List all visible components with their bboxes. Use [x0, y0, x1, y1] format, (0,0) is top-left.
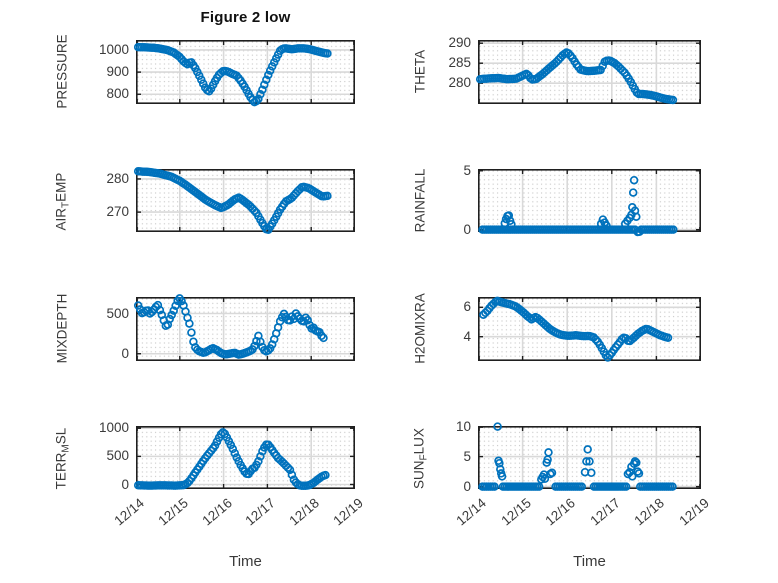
terr-msl-ytick-1000: 1000 — [98, 420, 129, 436]
terr-msl-ylabel-part: M — [60, 443, 72, 453]
terr-msl-ylabel: TERRMSL — [53, 378, 72, 538]
air-temp-axes-box — [136, 169, 355, 233]
theta-ytick-280: 280 — [448, 75, 471, 91]
pressure-data-markers — [133, 42, 332, 107]
mixdepth-data-markers — [133, 294, 328, 359]
terr-msl-plot-canvas — [133, 426, 355, 491]
air-temp-plot-canvas — [133, 167, 355, 234]
air-temp-data-markers — [133, 167, 332, 234]
theta-ytick-285: 285 — [448, 55, 471, 71]
air-temp-ylabel-part: EMP — [53, 172, 69, 202]
sun-flux-axes-box — [478, 426, 701, 490]
terr-msl-ylabel-part: TERR — [53, 452, 69, 489]
sun-flux-data-markers — [478, 422, 677, 491]
h2omixra-ytick-6: 6 — [463, 299, 471, 315]
x-axis-title-right: Time — [573, 553, 606, 570]
mixdepth-axes-box — [136, 297, 355, 362]
mixdepth-ytick-0: 0 — [121, 345, 129, 361]
theta-ytick-290: 290 — [448, 35, 471, 51]
sun-flux-ylabel-part: SUN — [411, 459, 427, 489]
mixdepth-ylabel-part: MIXDEPTH — [54, 293, 70, 364]
rainfall-data-markers — [478, 175, 678, 237]
pressure-ylabel-part: PRESSURE — [54, 34, 70, 109]
pressure-plot-canvas — [133, 40, 355, 107]
h2omixra-ylabel-part: H2OMIXRA — [412, 293, 428, 364]
pressure-ytick-800: 800 — [106, 86, 129, 102]
theta-data-markers — [475, 48, 678, 105]
rainfall-minor-grid — [479, 170, 700, 231]
theta-ylabel-part: THETA — [412, 49, 428, 94]
figure-title: Figure 2 low — [200, 9, 291, 26]
air-temp-ytick-270: 270 — [106, 204, 129, 220]
h2omixra-ytick-4: 4 — [463, 328, 471, 344]
pressure-tick-marks — [136, 41, 355, 103]
x-axis-title-left: Time — [229, 553, 262, 570]
sun-flux-ylabel-part: LUX — [411, 427, 427, 454]
mixdepth-plot-canvas — [133, 294, 355, 362]
terr-msl-ytick-0: 0 — [121, 476, 129, 492]
air-temp-ytick-280: 280 — [106, 170, 129, 186]
air-temp-ylabel-part: T — [60, 201, 72, 208]
theta-tick-marks — [478, 41, 701, 103]
sun-flux-ylabel-part: F — [418, 453, 430, 460]
theta-axes-box — [478, 40, 701, 105]
terr-msl-ylabel-part: SL — [53, 427, 69, 444]
terr-msl-data-markers — [133, 428, 330, 491]
h2omixra-axes-box — [478, 297, 701, 362]
sun-flux-ytick-5: 5 — [463, 448, 471, 464]
sun-flux-ylabel: SUNFLUX — [411, 378, 430, 538]
sun-flux-ytick-0: 0 — [463, 478, 471, 494]
rainfall-ylabel-part: RAINFALL — [412, 168, 428, 232]
pressure-ytick-900: 900 — [106, 64, 129, 80]
terr-msl-ytick-500: 500 — [106, 448, 129, 464]
rainfall-ytick-5: 5 — [463, 162, 471, 178]
mixdepth-ytick-500: 500 — [106, 305, 129, 321]
rainfall-ytick-0: 0 — [463, 221, 471, 237]
air-temp-ylabel-part: AIR — [53, 207, 69, 230]
terr-msl-axes-box — [136, 426, 355, 490]
sun-flux-plot-canvas — [478, 422, 701, 491]
theta-plot-canvas — [475, 40, 701, 105]
pressure-ytick-1000: 1000 — [98, 41, 129, 57]
h2omixra-tick-marks — [478, 298, 701, 360]
h2omixra-plot-canvas — [478, 296, 701, 362]
pressure-axes-box — [136, 40, 355, 105]
rainfall-plot-canvas — [478, 169, 701, 237]
h2omixra-data-markers — [479, 296, 673, 362]
sun-flux-ytick-10: 10 — [455, 418, 471, 434]
xtick-right-12/14: 12/14 — [453, 495, 489, 529]
xtick-right-12/19: 12/19 — [676, 495, 712, 529]
